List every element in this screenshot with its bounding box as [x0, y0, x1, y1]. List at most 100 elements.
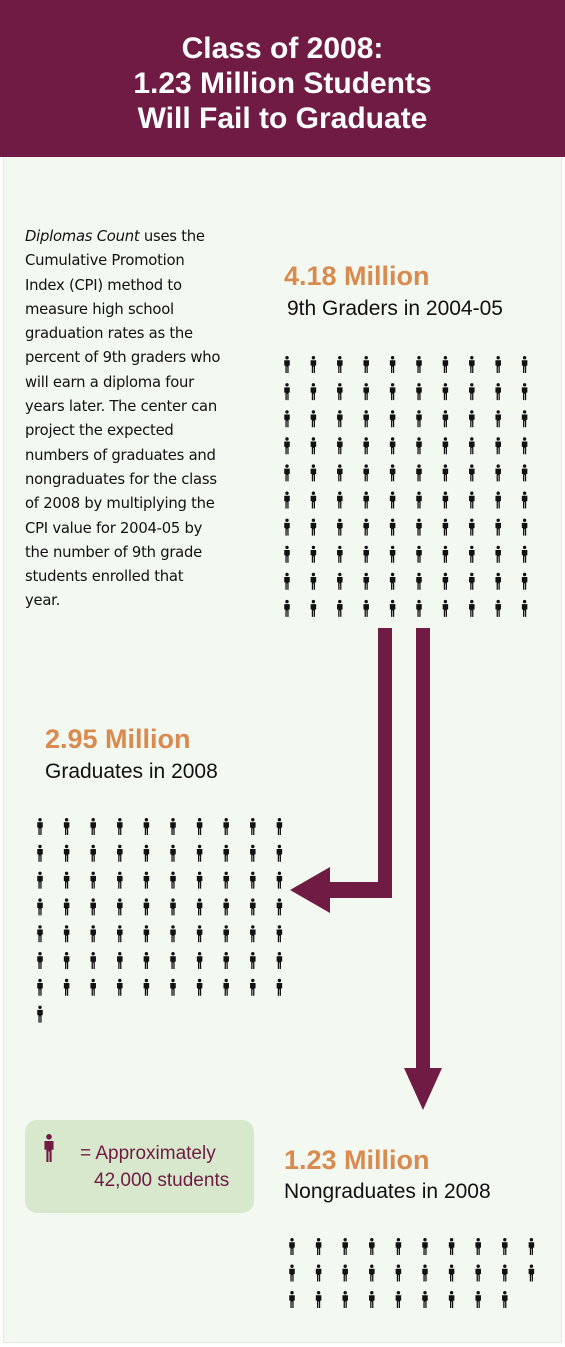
person-icon — [311, 383, 317, 400]
person-icon — [144, 952, 150, 969]
person-icon — [337, 437, 343, 454]
arrow-to-nongraduates — [404, 628, 442, 1110]
person-icon — [90, 979, 96, 996]
person-icon — [502, 1238, 508, 1255]
person-icon — [289, 1291, 295, 1308]
person-icon — [277, 818, 283, 835]
person-icon — [522, 356, 528, 373]
person-icon — [90, 952, 96, 969]
person-icon — [363, 410, 369, 427]
person-icon — [223, 925, 229, 942]
person-icon — [170, 898, 176, 915]
person-icon — [170, 979, 176, 996]
arrow-to-graduates — [290, 628, 392, 913]
person-icon — [390, 600, 396, 617]
person-icon — [223, 818, 229, 835]
person-icon — [284, 546, 290, 563]
person-icon — [369, 1265, 375, 1282]
person-icon — [170, 925, 176, 942]
person-icon — [316, 1291, 322, 1308]
person-icon — [337, 410, 343, 427]
person-icon — [284, 519, 290, 536]
person-icon — [37, 925, 43, 942]
person-icon — [37, 818, 43, 835]
person-icon — [469, 573, 475, 590]
person-icon — [522, 383, 528, 400]
person-icon — [396, 1238, 402, 1255]
person-icon — [422, 1238, 428, 1255]
person-icon — [337, 546, 343, 563]
person-icon — [342, 1291, 348, 1308]
person-icon — [197, 818, 203, 835]
person-icon — [363, 437, 369, 454]
person-icon — [469, 437, 475, 454]
person-icon — [443, 492, 449, 509]
person-icon — [495, 464, 501, 481]
person-icon — [284, 573, 290, 590]
icon-group-3 — [289, 1238, 534, 1308]
person-icon — [495, 546, 501, 563]
person-icon — [284, 383, 290, 400]
person-icon — [522, 437, 528, 454]
person-icon — [363, 356, 369, 373]
person-icon — [316, 1238, 322, 1255]
person-icon — [311, 600, 317, 617]
person-icon — [144, 979, 150, 996]
person-icon — [390, 383, 396, 400]
person-icon — [170, 952, 176, 969]
person-icon — [422, 1265, 428, 1282]
person-icon — [64, 872, 70, 889]
person-icon — [522, 573, 528, 590]
person-icon — [363, 600, 369, 617]
person-icon — [311, 492, 317, 509]
person-icon — [250, 979, 256, 996]
person-icon — [469, 519, 475, 536]
person-icon — [522, 600, 528, 617]
person-icon — [416, 573, 422, 590]
person-icon — [223, 952, 229, 969]
person-icon — [284, 492, 290, 509]
person-icon — [475, 1238, 481, 1255]
person-icon — [90, 818, 96, 835]
person-icon — [197, 952, 203, 969]
person-icon — [495, 600, 501, 617]
person-icon — [311, 410, 317, 427]
person-icon — [390, 573, 396, 590]
person-icon — [522, 410, 528, 427]
person-icon — [529, 1265, 535, 1282]
person-icon — [522, 546, 528, 563]
person-icon — [443, 410, 449, 427]
person-icon — [416, 600, 422, 617]
person-icon — [363, 573, 369, 590]
person-icon — [64, 952, 70, 969]
person-icon — [449, 1291, 455, 1308]
person-icon — [117, 872, 123, 889]
person-icon — [396, 1265, 402, 1282]
person-icon — [311, 356, 317, 373]
person-icon — [311, 546, 317, 563]
person-icon — [277, 872, 283, 889]
person-icon — [311, 573, 317, 590]
person-icon — [170, 845, 176, 862]
person-icon — [475, 1291, 481, 1308]
person-icon — [449, 1265, 455, 1282]
person-icon — [144, 818, 150, 835]
person-icon — [197, 979, 203, 996]
person-icon — [416, 546, 422, 563]
person-icon — [250, 952, 256, 969]
person-icon — [416, 437, 422, 454]
person-icon — [311, 519, 317, 536]
person-icon — [443, 464, 449, 481]
person-icon — [197, 925, 203, 942]
person-icon — [529, 1238, 535, 1255]
person-icon — [363, 383, 369, 400]
icon-group-2 — [37, 818, 282, 1023]
person-icon — [495, 383, 501, 400]
person-icon — [502, 1291, 508, 1308]
person-icon — [337, 464, 343, 481]
person-icon — [117, 952, 123, 969]
person-icon — [64, 845, 70, 862]
person-icon — [390, 464, 396, 481]
person-icons — [37, 356, 534, 1308]
icon-group-1 — [284, 356, 527, 617]
